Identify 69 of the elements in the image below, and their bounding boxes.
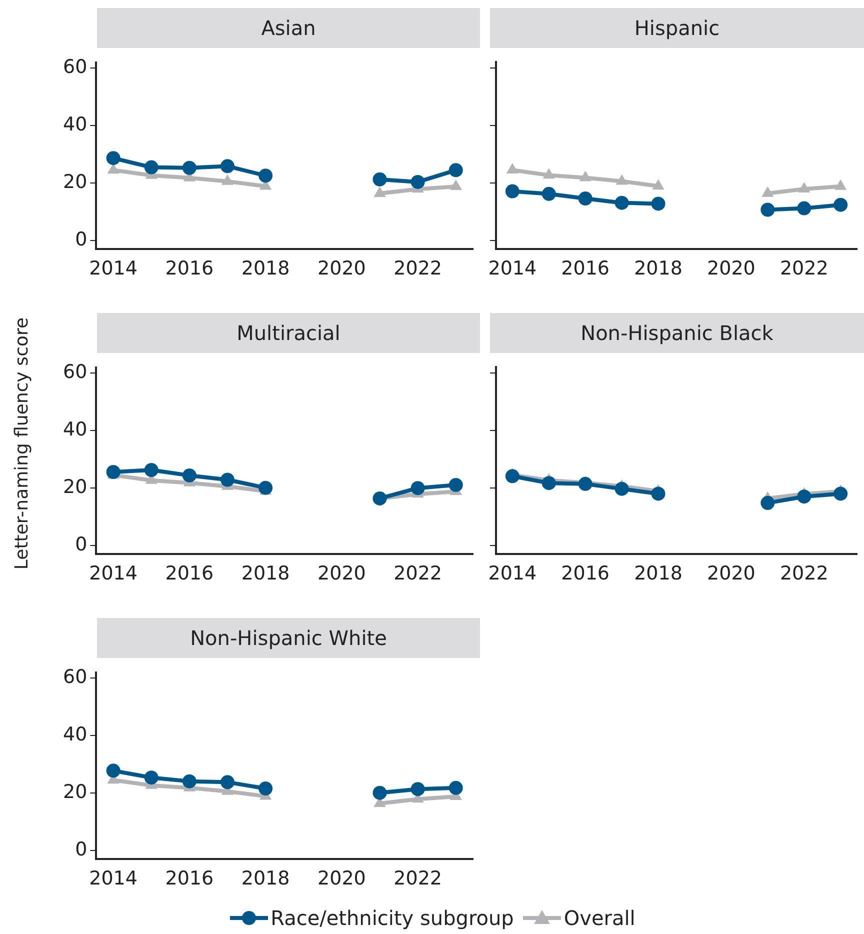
point [834, 179, 847, 190]
x-tick-label: 2016 [165, 258, 214, 280]
x-tick-label: 2018 [241, 562, 290, 585]
x-tick-label: 2014 [89, 868, 138, 890]
point [614, 196, 629, 210]
point [798, 182, 810, 193]
point [614, 482, 629, 496]
x-tick-label: 2020 [707, 258, 756, 280]
y-tick-label: 40 [62, 114, 88, 136]
point [616, 174, 628, 185]
point [651, 196, 666, 211]
x-tick-label: 2018 [241, 868, 290, 890]
x-tick-label: 2022 [394, 562, 442, 585]
y-tick-label: 0 [75, 228, 88, 251]
y-tick-label: 40 [62, 418, 88, 441]
point [834, 198, 848, 212]
point [834, 486, 848, 501]
y-tick-label: 60 [62, 56, 88, 78]
x-tick-label: 2020 [318, 868, 366, 890]
point [505, 469, 520, 484]
point [542, 476, 556, 490]
chart-title: Non-Hispanic Black [490, 313, 864, 353]
x-tick-label: 2018 [634, 258, 682, 280]
point [578, 476, 592, 491]
y-tick-label: 20 [62, 171, 88, 194]
x-tick-label: 2016 [165, 868, 214, 890]
chart-title: Hispanic [490, 8, 864, 48]
x-tick-label: 2016 [561, 258, 610, 280]
x-tick-label: 2022 [394, 868, 442, 890]
x-tick-label: 2014 [488, 562, 537, 585]
chart-title: Non-Hispanic White [97, 618, 480, 658]
y-tick-label: 40 [62, 724, 88, 746]
legend-label: Race/ethnicity subgroup [270, 906, 514, 930]
point [542, 168, 555, 179]
y-axis-title: Letter-naming fluency score [12, 316, 33, 570]
y-tick-label: 20 [62, 781, 88, 804]
y-tick-label: 0 [75, 838, 88, 861]
y-tick-label: 60 [62, 666, 88, 688]
legend-label: Overall [564, 906, 636, 930]
point [760, 496, 775, 510]
chart-title: Multiracial [97, 313, 480, 353]
point [579, 170, 592, 182]
x-tick-label: 2022 [780, 258, 828, 280]
point [762, 186, 774, 197]
x-tick-label: 2016 [561, 562, 610, 585]
x-tick-label: 2018 [241, 258, 290, 280]
x-tick-label: 2022 [394, 258, 442, 280]
x-tick-label: 2020 [707, 562, 756, 585]
point [506, 163, 518, 174]
point [578, 192, 592, 206]
x-tick-label: 2018 [634, 562, 682, 585]
point [651, 486, 666, 501]
x-tick-label: 2014 [89, 562, 138, 585]
point [797, 490, 812, 504]
x-tick-label: 2014 [89, 258, 138, 280]
x-tick-label: 2022 [780, 562, 828, 585]
x-tick-label: 2014 [488, 258, 537, 280]
point [542, 186, 556, 201]
x-tick-label: 2020 [318, 562, 366, 585]
chart-title: Asian [97, 8, 480, 48]
y-tick-label: 0 [75, 534, 88, 556]
x-tick-label: 2016 [165, 562, 214, 585]
y-tick-label: 20 [62, 476, 88, 498]
y-tick-label: 60 [62, 361, 88, 384]
x-tick-label: 2020 [318, 258, 366, 280]
point [505, 184, 520, 198]
point [652, 179, 664, 190]
point [760, 202, 775, 217]
point [797, 201, 812, 216]
